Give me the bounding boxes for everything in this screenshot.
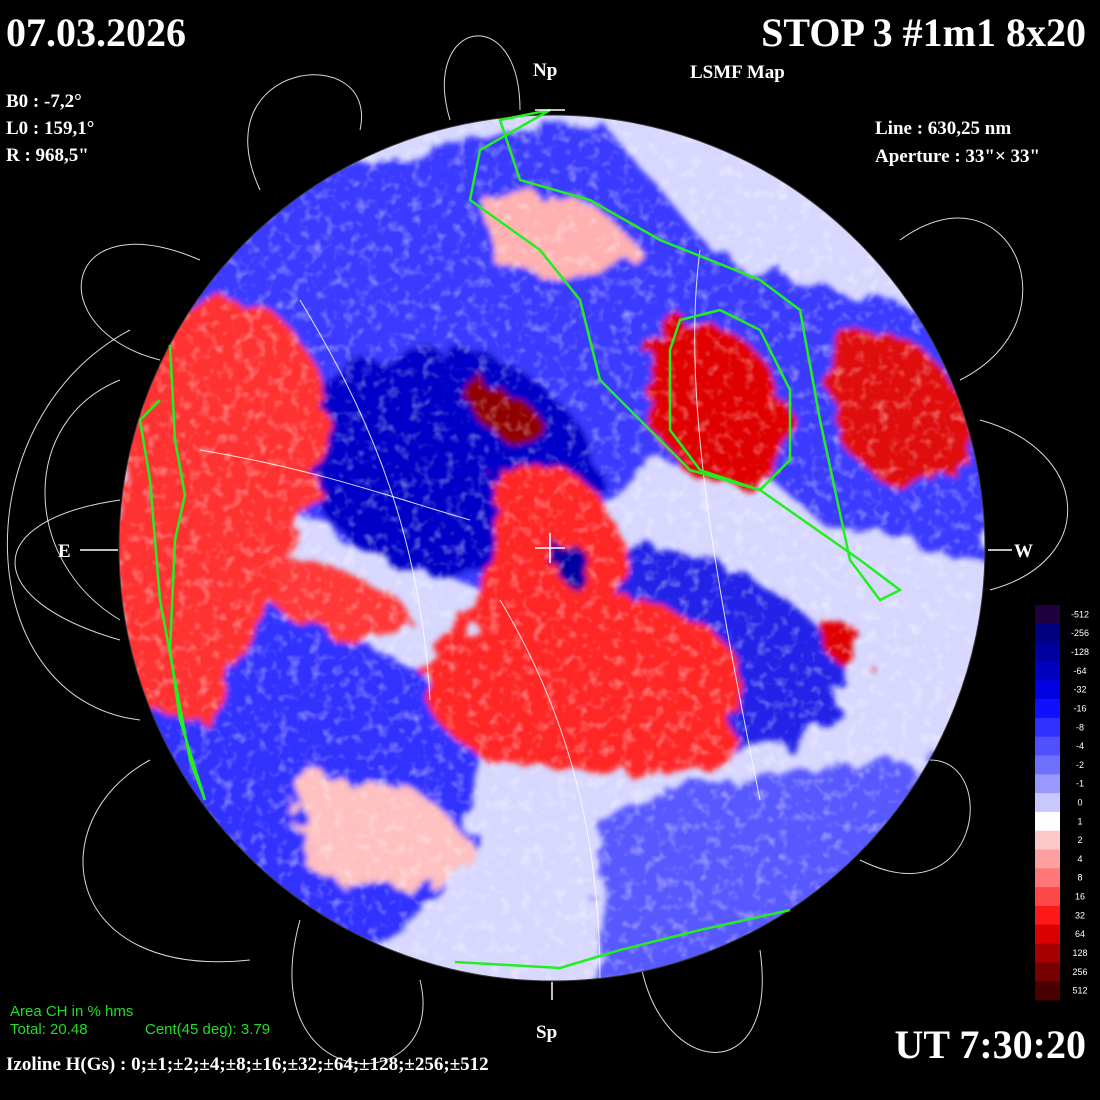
north-label: Np	[533, 60, 557, 81]
axis-marks	[80, 109, 1012, 1000]
colorbar-label: 256	[1072, 967, 1087, 977]
ch-central: Cent(45 deg): 3.79	[145, 1021, 270, 1038]
isolines: Izoline H(Gs) : 0;±1;±2;±4;±8;±16;±32;±6…	[6, 1054, 489, 1075]
colorbar-segment	[1035, 717, 1060, 738]
param: L0 : 159,1°	[6, 118, 94, 139]
colorbar-segment	[1035, 830, 1060, 851]
colorbar-label: 64	[1075, 929, 1085, 939]
colorbar-label: 2	[1077, 835, 1082, 845]
ch-title: Area CH in % hms	[10, 1003, 133, 1020]
colorbar-segment	[1035, 642, 1060, 662]
limb	[118, 114, 986, 982]
colorbar-segment	[1035, 623, 1060, 644]
time: UT 7:30:20	[895, 1022, 1086, 1067]
south-label: Sp	[536, 1022, 557, 1043]
east-label: E	[58, 541, 71, 562]
colorbar-segment	[1035, 849, 1060, 869]
param: Line : 630,25 nm	[875, 118, 1011, 139]
colorbar-label: 0	[1077, 798, 1082, 808]
field-lines	[7, 35, 1069, 1065]
coronal-hole-contours	[138, 108, 903, 970]
title: STOP 3 #1m1 8x20	[761, 10, 1086, 55]
colorbar-segment	[1035, 924, 1060, 945]
colorbar-segment	[1035, 661, 1060, 681]
colorbar-segment	[1035, 981, 1060, 1001]
colorbar-segment	[1035, 736, 1060, 756]
ch-total: Total: 20.48	[10, 1021, 88, 1038]
colorbar-segment	[1035, 699, 1060, 719]
colorbar-label: -4	[1076, 741, 1084, 751]
colorbar-label: -32	[1073, 685, 1086, 695]
colorbar-label: 128	[1072, 948, 1087, 958]
solar-disk	[119, 115, 985, 981]
colorbar: -512 -256 -128 -64 -32 -16 -8 -4 -2 -1 0 1 2 4 8 16 32 64…	[1035, 605, 1089, 1001]
param: B0 : -7,2°	[6, 91, 82, 112]
colorbar-segment	[1035, 887, 1060, 907]
colorbar-segment	[1035, 755, 1060, 775]
colorbar-segment	[1035, 943, 1060, 963]
colorbar-label: 8	[1077, 873, 1082, 883]
colorbar-segment	[1035, 811, 1060, 832]
colorbar-label: -1	[1076, 779, 1084, 789]
colorbar-label: -2	[1076, 760, 1084, 770]
param: Aperture : 33"× 33"	[875, 146, 1040, 167]
colorbar-segment	[1035, 962, 1060, 982]
colorbar-label: -64	[1073, 666, 1086, 676]
colorbar-segment	[1035, 905, 1060, 926]
colorbar-segment	[1035, 793, 1060, 813]
colorbar-label: 1	[1077, 816, 1082, 826]
colorbar-label: 4	[1077, 854, 1082, 864]
colorbar-label: -16	[1073, 703, 1086, 713]
colorbar-label: 16	[1075, 892, 1085, 902]
colorbar-label: -8	[1076, 722, 1084, 732]
colorbar-segment	[1035, 605, 1060, 625]
colorbar-label: -128	[1071, 647, 1089, 657]
colorbar-label: -512	[1071, 609, 1089, 619]
colorbar-segment	[1035, 774, 1060, 794]
subtitle: LSMF Map	[690, 62, 785, 83]
west-label: W	[1014, 541, 1033, 562]
colorbar-segment	[1035, 868, 1060, 888]
colorbar-label: 512	[1072, 986, 1087, 996]
colorbar-label: 32	[1075, 910, 1085, 920]
colorbar-label: -256	[1071, 628, 1089, 638]
date: 07.03.2026	[6, 10, 186, 55]
colorbar-segment	[1035, 680, 1060, 700]
param: R : 968,5"	[6, 145, 89, 166]
